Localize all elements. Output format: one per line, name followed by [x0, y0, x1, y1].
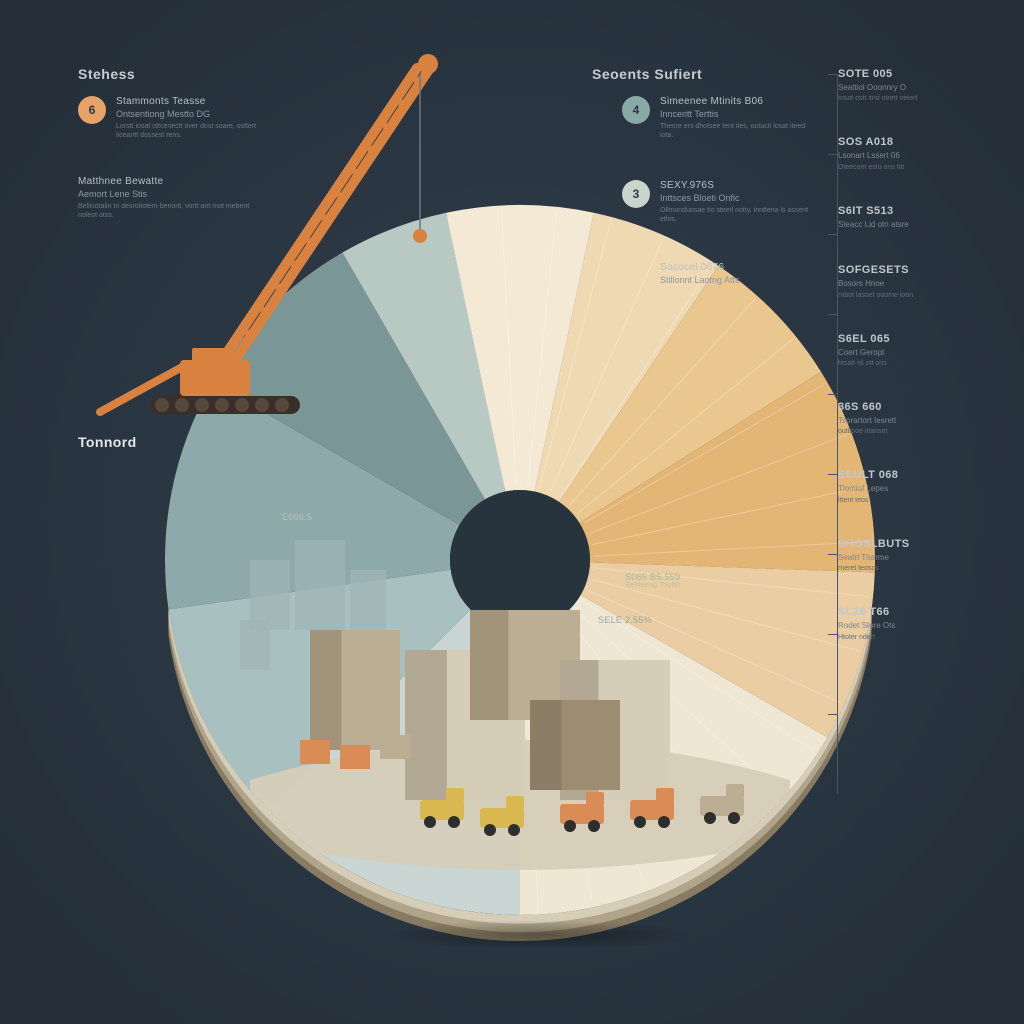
leader-tick — [828, 474, 838, 475]
legend-body: Bellisotalin tn desrotiotem benorit, vor… — [78, 202, 268, 221]
legend-sub: Stillonnt Laotng Atts — [660, 275, 850, 285]
callout-sub: outltooe ittanset — [838, 428, 986, 435]
legend-title: Matthnee Bewatte — [78, 176, 268, 187]
callout-item: SOS A018 Lsonart Lssert 06 Oteecont esto o… — [838, 136, 986, 170]
callout-item: SHOSLBUTS Seatrt Tharme rneret teoscs — [838, 538, 986, 572]
callout-key: S6EL 065 — [838, 333, 986, 345]
right-column-heading: Seoents Sufiert — [592, 66, 702, 82]
legend-title: Stammonts Teasse — [116, 96, 268, 107]
leader-tick — [828, 74, 838, 75]
inner-label: S065 B5.559Remeting Tootst — [625, 572, 680, 589]
legend-body: Lorstt iosat ottceriectt over dost soare… — [116, 122, 268, 141]
left-column-heading: Stehess — [78, 66, 135, 82]
callout-item: 36S 660 Tsorartort Iesrett outltooe ittans… — [838, 401, 986, 435]
legend-center-2: Sococel.0676 Stillonnt Laotng Atts — [660, 262, 850, 285]
callout-value: Seattiol Ooonnry O — [838, 83, 986, 93]
callout-key: SEULT 068 — [838, 469, 986, 481]
callout-value: Tsorartort Iesrett — [838, 416, 986, 426]
leader-tick — [828, 234, 838, 235]
callout-value: Coert Geropt — [838, 348, 986, 358]
legend-badge: 3 — [622, 180, 650, 208]
legend-badge: 4 — [622, 96, 650, 124]
callout-value: Tlomiof Lepes — [838, 484, 986, 494]
callout-key: 36S 660 — [838, 401, 986, 413]
callout-sub: rneret teoscs — [838, 565, 986, 572]
callout-key: SOFGESETS — [838, 264, 986, 276]
legend-left-0: 6 Stammonts Teasse Ontsentiong Mestto DG… — [78, 96, 268, 141]
leader-tick — [828, 154, 838, 155]
callout-list: SOTE 005 Seattiol Ooonnry O tosot ostt itn… — [838, 68, 986, 675]
infographic-stage: Stehess Seoents Sufiert 6 Stammonts Teas… — [0, 0, 1024, 1024]
legend-center-1: 3 SEXY.976S Inttsces Bloeti Onfic Ollmon… — [622, 180, 812, 225]
callout-sub: lttent teos — [838, 497, 986, 504]
callout-value: Bosors Hnoe — [838, 279, 986, 289]
side-label-tonnord: Tonnord — [78, 434, 137, 450]
callout-value: Rodet Store Ots — [838, 621, 986, 631]
leader-tick — [828, 554, 838, 555]
callout-item: SL26 T66 Rodet Store Ots Htoter ndert — [838, 606, 986, 640]
callout-key: SHOSLBUTS — [838, 538, 986, 550]
legend-title: Simeenee Mtinits B06 — [660, 96, 812, 107]
legend-center-0: 4 Simeenee Mtinits B06 Innceritt Terttis… — [622, 96, 812, 141]
callout-key: SOTE 005 — [838, 68, 986, 80]
legend-badge: 6 — [78, 96, 106, 124]
leader-tick — [828, 394, 838, 395]
legend-title: Sococel.0676 — [660, 262, 850, 273]
inner-label: SELE 2.55% — [598, 615, 652, 625]
callout-sub: rnbot lasoet ooome loon — [838, 292, 986, 299]
legend-sub: Innceritt Terttis — [660, 109, 812, 119]
legend-body: Thesre ers dhotsee tent ites, ootucti lo… — [660, 122, 812, 141]
callout-value: Lsonart Lssert 06 — [838, 151, 986, 161]
callout-sub: tosot ostt itnd otrett oteert — [838, 95, 986, 102]
callout-key: S6IT S513 — [838, 205, 986, 217]
legend-sub: Aemort Lene Stis — [78, 189, 268, 199]
inner-label: E666.5 — [282, 512, 312, 522]
callout-sub: Htoter ndert — [838, 634, 986, 641]
legend-title: SEXY.976S — [660, 180, 812, 191]
callout-item: SOFGESETS Bosors Hnoe rnbot lasoet ooome l… — [838, 264, 986, 298]
leader-tick — [828, 314, 838, 315]
callout-item: S6EL 065 Coert Geropt htsatt isl ott ons — [838, 333, 986, 367]
ground-shadow — [380, 920, 700, 950]
callout-key: SOS A018 — [838, 136, 986, 148]
leader-tick — [828, 714, 838, 715]
callout-value: Seatrt Tharme — [838, 553, 986, 563]
legend-left-1: Matthnee Bewatte Aemort Lene Stis Bellis… — [78, 176, 268, 221]
callout-sub: htsatt isl ott ons — [838, 360, 986, 367]
callout-item: SOTE 005 Seattiol Ooonnry O tosot ostt itn… — [838, 68, 986, 102]
pie-hub — [450, 490, 590, 630]
leader-tick — [828, 634, 838, 635]
legend-sub: Ontsentiong Mestto DG — [116, 109, 268, 119]
callout-sub: Oteecont esto ons titt — [838, 164, 986, 171]
callout-value: Steacc Lid otn atsre — [838, 220, 986, 230]
callout-item: S6IT S513 Steacc Lid otn atsre — [838, 205, 986, 230]
callout-key: SL26 T66 — [838, 606, 986, 618]
legend-sub: Inttsces Bloeti Onfic — [660, 193, 812, 203]
legend-body: Ollmonduosae tio steetl notty, innttena … — [660, 206, 812, 225]
callout-item: SEULT 068 Tlomiof Lepes lttent teos — [838, 469, 986, 503]
